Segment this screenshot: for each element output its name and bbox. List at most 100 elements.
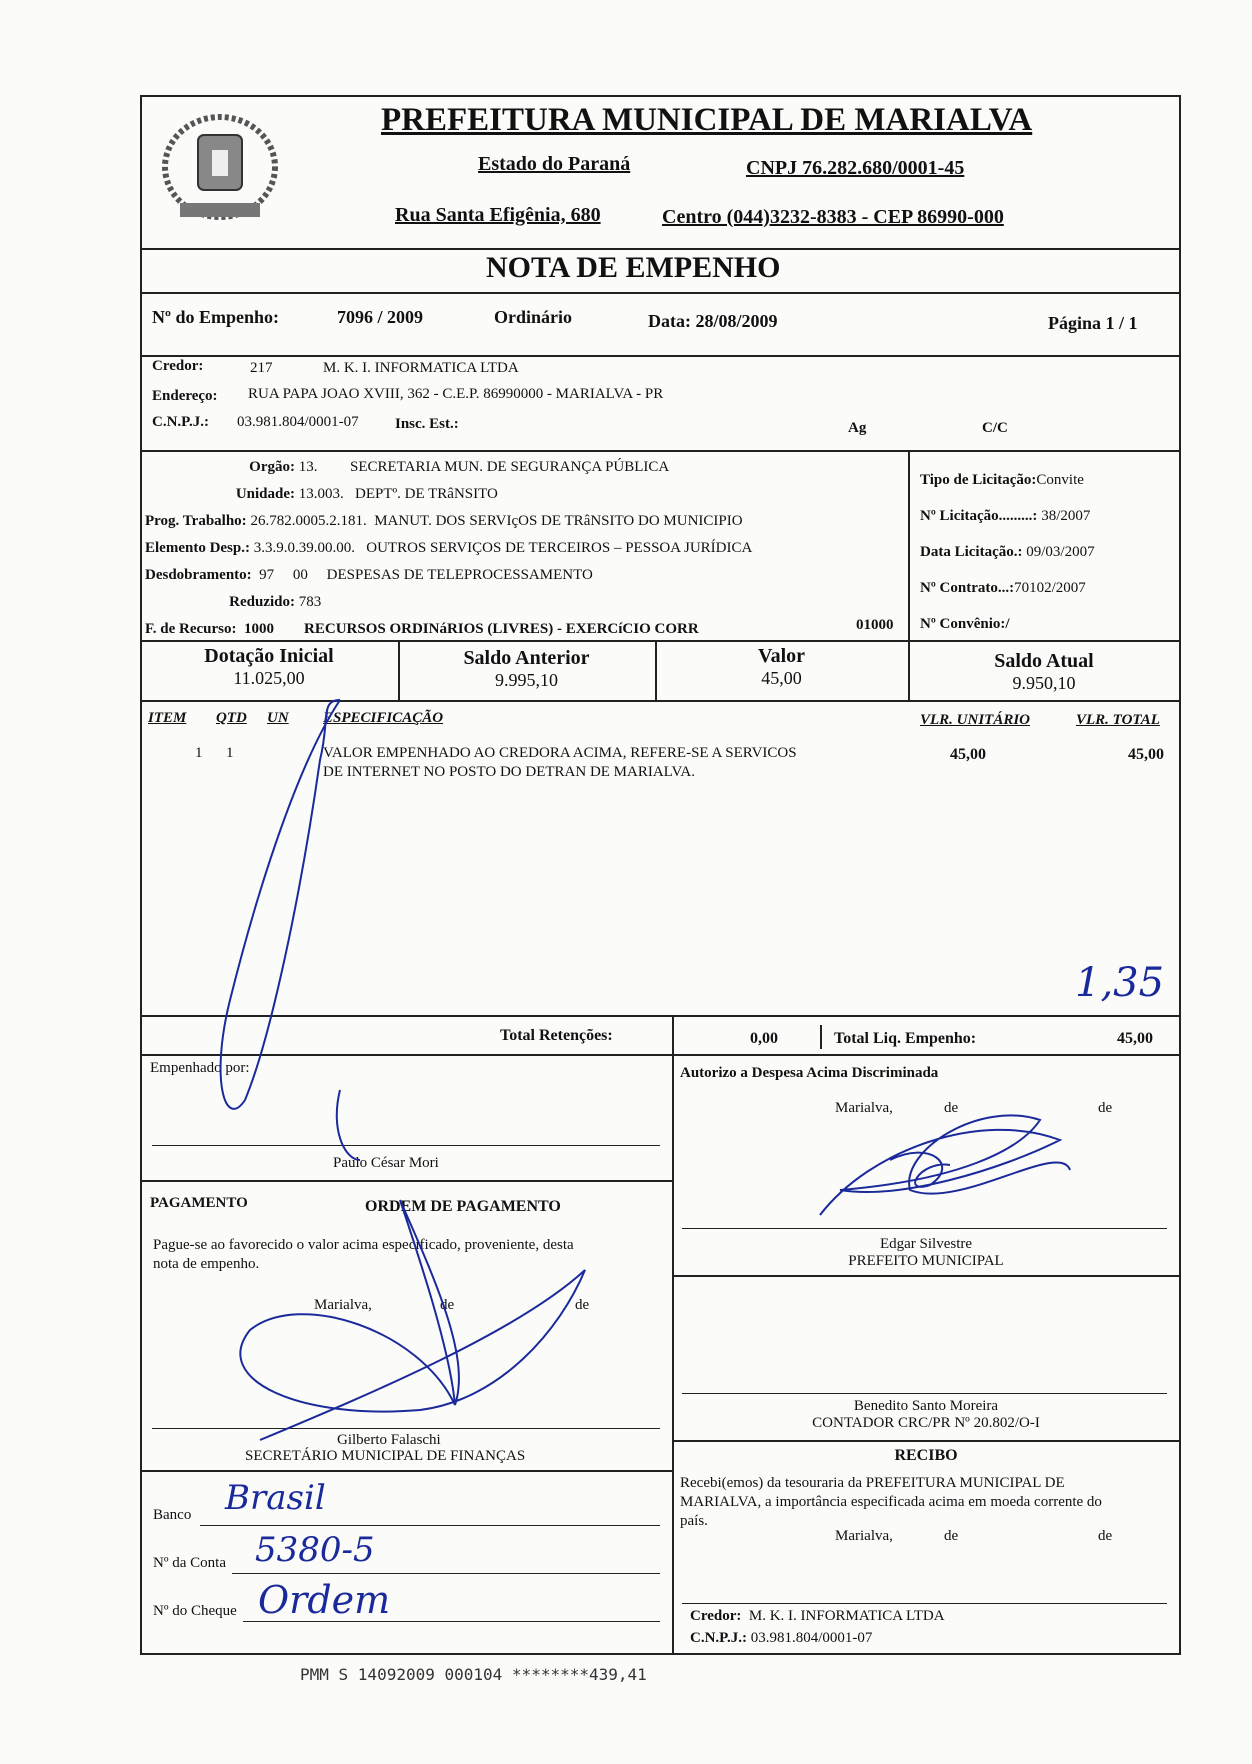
prog-label: Prog. Trabalho: xyxy=(145,513,247,529)
recibo-text: Recebi(emos) da tesouraria da PREFEITURA… xyxy=(680,1475,1102,1529)
desd-code2: 00 xyxy=(292,567,308,583)
unidade-label: Unidade: xyxy=(235,486,295,502)
licitacao-block: Tipo de Licitação:Convite Nº Licitação..… xyxy=(920,462,1095,642)
orgao: SECRETARIA MUN. DE SEGURANÇA PÚBLICA xyxy=(350,459,670,475)
credor-code: 217 xyxy=(250,360,273,376)
pagamento-label: PAGAMENTO xyxy=(150,1195,248,1211)
prog-code: 26.782.0005.2.181. xyxy=(250,513,367,529)
credor-name: M. K. I. INFORMATICA LTDA xyxy=(323,360,519,376)
credor-label: Credor: xyxy=(152,358,204,374)
col-vlr-total: VLR. TOTAL xyxy=(1076,712,1160,728)
cashier-stamp: PMM S 14092009 000104 ********439,41 xyxy=(300,1665,647,1684)
insc-label: Insc. Est.: xyxy=(395,416,459,432)
contact: Centro (044)3232-8383 - CEP 86990-000 xyxy=(662,206,1004,228)
fonte: RECURSOS ORDINáRIOS (LIVRES) - EXERCíCIO… xyxy=(304,621,699,637)
pagamento-de2: de xyxy=(575,1297,590,1313)
elem-code: 3.3.9.0.39.00.00. xyxy=(253,540,355,556)
prefeito-signature-block: Edgar Silvestre PREFEITO MUNICIPAL xyxy=(848,1236,1004,1269)
licitacao-label: Nº Licitação.........: xyxy=(920,508,1038,524)
empenho-type: Ordinário xyxy=(494,307,573,327)
fonte-code2: 01000 xyxy=(856,617,894,633)
cheque-label: Nº do Cheque xyxy=(153,1603,237,1619)
saldo-dotacao-inicial: Dotação Inicial 11.025,00 xyxy=(204,645,334,688)
document-frame xyxy=(140,95,1181,1655)
convenio: Nº Convênio:/ xyxy=(920,616,1010,632)
red-label: Reduzido: xyxy=(229,594,295,610)
desd: DESPESAS DE TELEPROCESSAMENTO xyxy=(326,567,593,583)
data-licitacao-value: 09/03/2007 xyxy=(1022,544,1095,560)
recibo-title: RECIBO xyxy=(894,1447,958,1464)
contador-signature-block: Benedito Santo Moreira CONTADOR CRC/PR Nº… xyxy=(812,1398,1040,1431)
ag-label: Ag xyxy=(848,420,867,436)
credor-footer-cnpj: C.N.P.J.: 03.981.804/0001-07 xyxy=(690,1630,873,1646)
banco-label: Banco xyxy=(153,1507,192,1523)
unidade: DEPTº. DE TRâNSITO xyxy=(355,486,498,502)
elem-label: Elemento Desp.: xyxy=(145,540,250,556)
pagamento-de1: de xyxy=(440,1297,455,1313)
col-item: ITEM xyxy=(148,710,187,726)
elem: OUTROS SERVIÇOS DE TERCEIROS – PESSOA JU… xyxy=(366,540,753,556)
empenho-label: Nº do Empenho: xyxy=(152,307,279,327)
cc-label: C/C xyxy=(982,420,1008,436)
saldo-valor: Valor 45,00 xyxy=(757,645,806,688)
licitacao-value: 38/2007 xyxy=(1037,508,1091,524)
empenho-number: 7096 / 2009 xyxy=(337,307,424,327)
autorizo-de2: de xyxy=(1098,1100,1113,1116)
conta-label: Nº da Conta xyxy=(153,1555,226,1571)
recibo-de2: de xyxy=(1098,1528,1113,1544)
prog: MANUT. DOS SERVIçOS DE TRâNSITO DO MUNIC… xyxy=(374,513,743,529)
dotacao-block: Orgão: 13. SECRETARIA MUN. DE SEGURANÇA … xyxy=(145,454,752,643)
coat-of-arms-logo xyxy=(150,105,290,235)
reduzido: 783 xyxy=(298,594,322,610)
autorizo-de1: de xyxy=(944,1100,959,1116)
credor-footer: Credor: M. K. I. INFORMATICA LTDA xyxy=(690,1608,945,1624)
fonte-code: 1000 xyxy=(244,621,275,637)
handwritten-annotation: 1,35 xyxy=(1075,960,1165,1006)
saldo-atual: Saldo Atual 9.950,10 xyxy=(994,650,1094,693)
contrato-value: 70102/2007 xyxy=(1014,580,1086,596)
page-number: Página 1 / 1 xyxy=(1048,313,1138,333)
tipo-value: Convite xyxy=(1036,472,1084,488)
credor-address: RUA PAPA JOAO XVIII, 362 - C.E.P. 869900… xyxy=(248,386,664,402)
col-un: UN xyxy=(267,710,289,726)
ordem-pagamento: ORDEM DE PAGAMENTO xyxy=(365,1198,561,1215)
empenhado-label: Empenhado por: xyxy=(150,1060,250,1076)
desd-label: Desdobramento: xyxy=(145,567,252,583)
signature-paulo xyxy=(219,699,361,1161)
credor-cnpj: 03.981.804/0001-07 xyxy=(237,414,359,430)
pagamento-text1: Pague-se ao favorecido o valor acima esp… xyxy=(153,1237,574,1253)
empenho-date: Data: 28/08/2009 xyxy=(648,311,778,331)
total-liq: 45,00 xyxy=(1117,1030,1153,1047)
cnpj: CNPJ 76.282.680/0001-45 xyxy=(746,157,965,179)
data-licitacao-label: Data Licitação.: xyxy=(920,544,1023,560)
total-retencoes: 0,00 xyxy=(750,1030,778,1047)
unidade-code: 13.003. xyxy=(298,486,344,502)
recibo-place: Marialva, xyxy=(835,1528,893,1544)
signature-edgar xyxy=(819,1114,1071,1216)
banco-value: Brasil xyxy=(225,1478,326,1518)
signature-gilberto xyxy=(239,1199,586,1441)
saldo-anterior: Saldo Anterior 9.995,10 xyxy=(463,647,590,690)
doc-title: NOTA DE EMPENHO xyxy=(486,251,781,284)
conta-value: 5380-5 xyxy=(255,1530,375,1570)
pagamento-role: SECRETÁRIO MUNICIPAL DE FINANÇAS xyxy=(245,1448,526,1464)
pagamento-place: Marialva, xyxy=(314,1297,372,1313)
desd-code1: 97 xyxy=(259,567,275,583)
autorizo-label: Autorizo a Despesa Acima Discriminada xyxy=(680,1065,939,1081)
fonte-label: F. de Recurso: xyxy=(145,621,237,637)
pagamento-name: Gilberto Falaschi xyxy=(337,1432,441,1448)
recibo-de1: de xyxy=(944,1528,959,1544)
total-liq-label: Total Liq. Empenho: xyxy=(834,1030,977,1047)
orgao-label: Orgão: xyxy=(249,459,295,475)
header-title: PREFEITURA MUNICIPAL DE MARIALVA xyxy=(381,102,1033,138)
pagamento-text2: nota de empenho. xyxy=(153,1256,260,1272)
contrato-label: Nº Contrato...: xyxy=(920,580,1015,596)
total-retencoes-label: Total Retenções: xyxy=(500,1027,613,1044)
cnpj-label: C.N.P.J.: xyxy=(152,414,209,430)
autorizo-place: Marialva, xyxy=(835,1100,893,1116)
street: Rua Santa Efigênia, 680 xyxy=(395,204,601,226)
col-vlr-unitario: VLR. UNITÁRIO xyxy=(920,712,1031,728)
col-especificacao: ESPECIFICAÇÃO xyxy=(323,710,444,726)
state: Estado do Paraná xyxy=(478,153,631,175)
